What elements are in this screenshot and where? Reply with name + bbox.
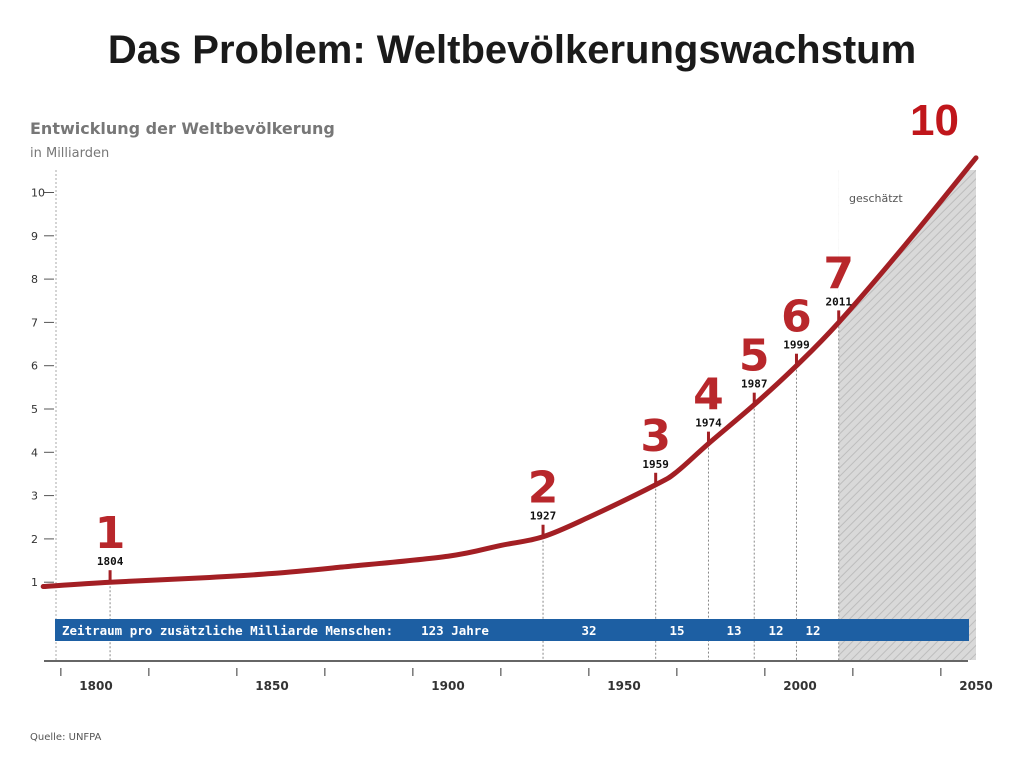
chart-subtitle: in Milliarden (30, 146, 109, 161)
y-tick-label: 3 (31, 490, 38, 503)
milestone-number: 3 (640, 411, 671, 462)
y-axis: 1 2 3 4 5 6 7 8 9 10 (31, 170, 57, 660)
milestone-number: 7 (823, 248, 854, 299)
y-tick-label: 6 (31, 360, 38, 373)
milestone-number: 2 (528, 463, 559, 514)
estimate-mask (838, 157, 1006, 323)
milestone-year: 1987 (741, 378, 768, 391)
slide-title: Das Problem: Weltbevölkerungswachstum (107, 28, 917, 72)
population-curve (40, 155, 979, 590)
chart-title: Entwicklung der Weltbevölkerung (30, 119, 335, 138)
milestone-year: 1804 (97, 555, 124, 568)
y-tick-label: 10 (31, 187, 45, 200)
x-tick-label: 2050 (959, 679, 992, 693)
milestone-number: 5 (739, 331, 770, 382)
period-interval: 123 Jahre (421, 623, 489, 638)
milestone-year: 2011 (825, 295, 852, 308)
x-tick-label: 1900 (431, 679, 464, 693)
milestone-number: 4 (693, 370, 724, 421)
milestone-year: 1959 (642, 458, 669, 471)
x-axis: 1800 1850 1900 1950 2000 2050 (44, 660, 993, 693)
milestone-year: 1999 (783, 339, 810, 352)
y-tick-label: 4 (31, 446, 38, 459)
source-label: Quelle: UNFPA (30, 732, 102, 743)
milestone-year: 1927 (530, 510, 557, 523)
y-tick-label: 5 (31, 403, 38, 416)
milestone-year: 1974 (695, 417, 722, 430)
estimate-region (838, 157, 1006, 660)
x-tick-label: 1800 (79, 679, 112, 693)
y-tick-label: 9 (31, 230, 38, 243)
x-tick-label: 1950 (607, 679, 640, 693)
estimate-label: geschätzt (849, 192, 903, 205)
y-tick-label: 2 (31, 533, 38, 546)
period-interval: 15 (669, 623, 684, 638)
callout-ten: 10 (910, 96, 959, 145)
milestone-number: 6 (781, 292, 812, 343)
x-tick-label: 1850 (255, 679, 288, 693)
milestone-number: 1 (95, 508, 126, 559)
y-tick-label: 8 (31, 273, 38, 286)
period-interval: 13 (726, 623, 741, 638)
y-tick-label: 1 (31, 576, 38, 589)
period-band-labels: Zeitraum pro zusätzliche Milliarde Mensc… (62, 623, 821, 638)
period-interval: 32 (581, 623, 596, 638)
y-tick-label: 7 (31, 316, 38, 329)
milestone-guides (109, 322, 840, 661)
period-interval: 12 (805, 623, 820, 638)
period-interval: 12 (768, 623, 783, 638)
x-tick-label: 2000 (783, 679, 816, 693)
period-band (55, 619, 969, 641)
period-band-title: Zeitraum pro zusätzliche Milliarde Mensc… (62, 623, 393, 638)
